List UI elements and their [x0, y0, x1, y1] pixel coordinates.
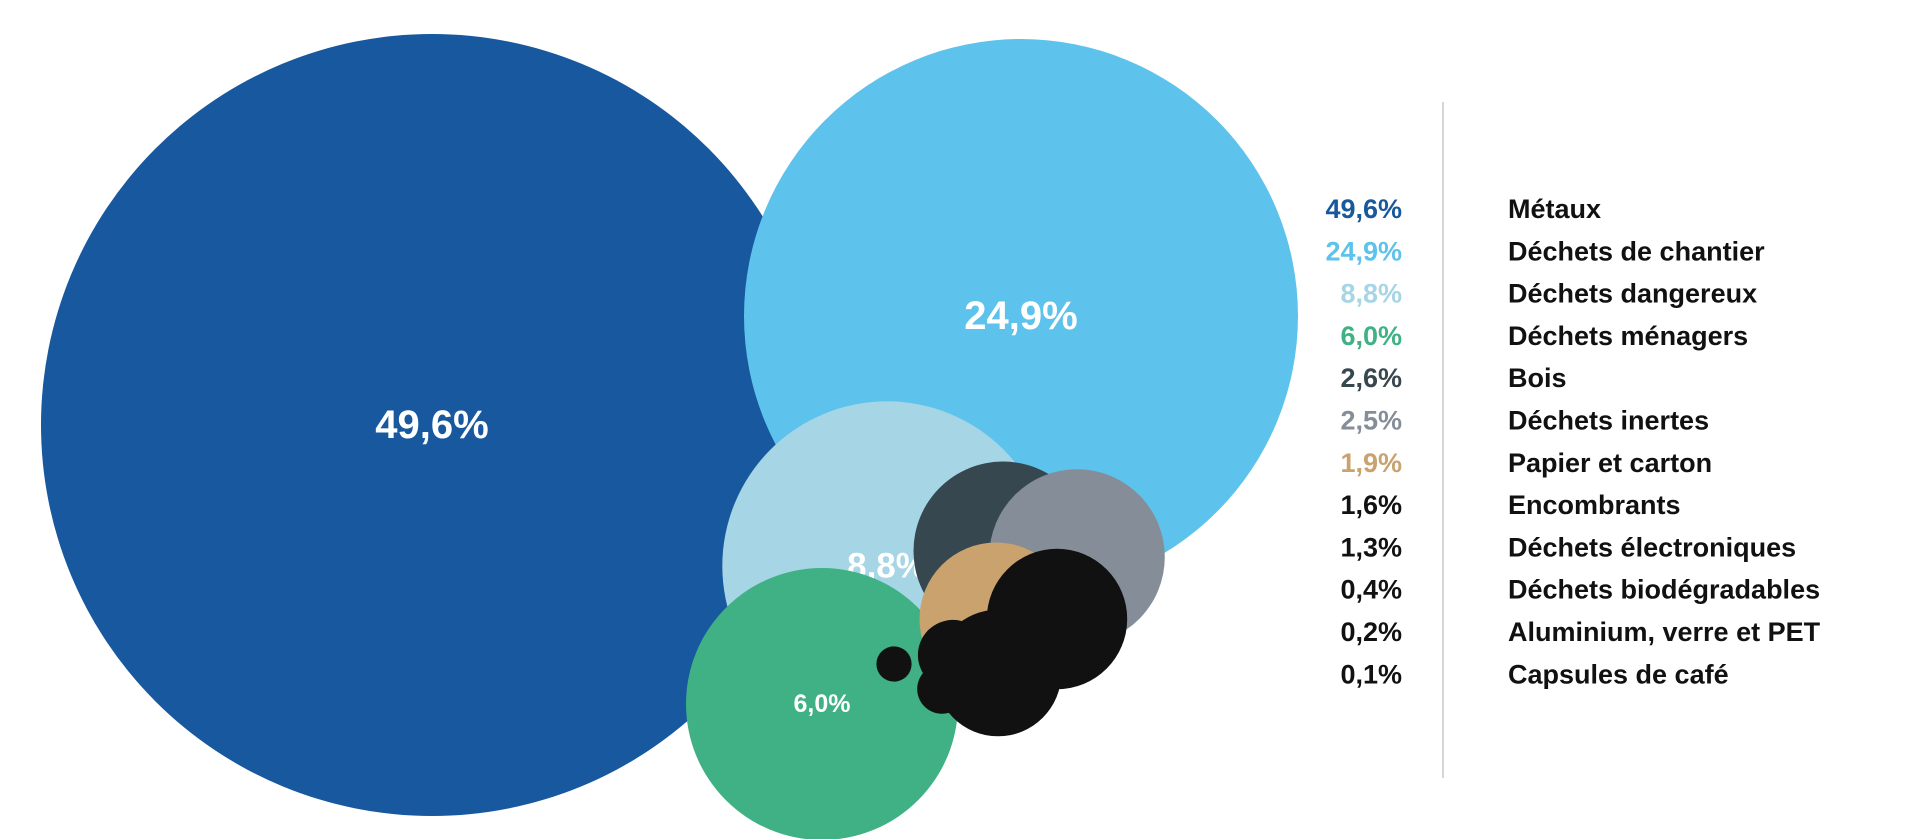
legend-name-5: Déchets inertes [1508, 406, 1709, 436]
legend-value-4: 2,6% [1340, 363, 1402, 393]
legend: 49,6% Métaux 24,9% Déchets de chantier 8,8% D… [1325, 194, 1820, 689]
legend-name-2: Déchets dangereux [1508, 279, 1757, 309]
legend-value-1: 24,9% [1325, 236, 1402, 266]
legend-name-7: Encombrants [1508, 490, 1681, 520]
legend-value-6: 1,9% [1340, 448, 1402, 478]
bubble-label-0: 49,6% [375, 403, 488, 447]
legend-value-9: 0,4% [1340, 575, 1402, 605]
legend-value-10: 0,2% [1340, 617, 1402, 647]
legend-name-6: Papier et carton [1508, 448, 1712, 478]
legend-name-10: Aluminium, verre et PET [1508, 617, 1821, 647]
legend-value-8: 1,3% [1340, 532, 1402, 562]
legend-value-7: 1,6% [1340, 490, 1402, 520]
legend-name-0: Métaux [1508, 194, 1601, 224]
legend-name-9: Déchets biodégradables [1508, 575, 1820, 605]
bubble-11 [876, 646, 912, 682]
bubble-group: 49,6%24,9%8,8%6,0% [41, 34, 1298, 839]
legend-value-5: 2,5% [1340, 406, 1402, 436]
bubble-0 [41, 34, 823, 816]
bubble-label-3: 6,0% [794, 690, 851, 718]
legend-name-11: Capsules de café [1508, 659, 1729, 689]
legend-value-3: 6,0% [1340, 321, 1402, 351]
bubble-3 [686, 568, 958, 839]
legend-value-0: 49,6% [1325, 194, 1402, 224]
legend-value-11: 0,1% [1340, 659, 1402, 689]
legend-value-2: 8,8% [1340, 279, 1402, 309]
legend-name-1: Déchets de chantier [1508, 236, 1765, 266]
legend-name-8: Déchets électroniques [1508, 532, 1796, 562]
bubble-label-1: 24,9% [964, 294, 1077, 338]
legend-name-3: Déchets ménagers [1508, 321, 1748, 351]
bubble-10 [917, 664, 967, 714]
legend-name-4: Bois [1508, 363, 1567, 393]
